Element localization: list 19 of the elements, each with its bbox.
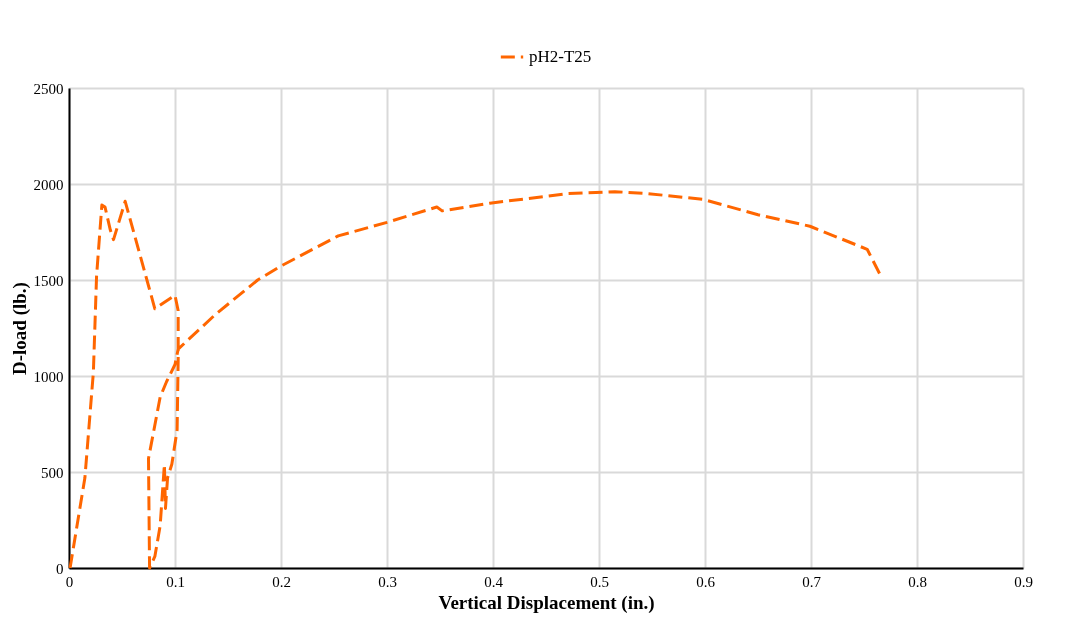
- y-tick-label: 500: [41, 464, 64, 481]
- x-tick-label: 0.5: [590, 573, 609, 590]
- x-tick-label: 0.3: [378, 573, 397, 590]
- x-tick-label: 0.6: [696, 573, 716, 590]
- x-tick-label: 0.4: [484, 573, 504, 590]
- x-tick-label: 0.9: [1014, 573, 1033, 590]
- y-tick-label: 1500: [33, 272, 64, 289]
- legend-label: pH2-T25: [529, 47, 592, 66]
- x-tick-label: 0.2: [272, 573, 291, 590]
- x-tick-label: 0.1: [166, 573, 185, 590]
- x-tick-label: 0.8: [908, 573, 927, 590]
- line-series: [68, 190, 882, 570]
- x-axis-title: Vertical Displacement (in.): [438, 591, 655, 614]
- y-tick-label: 0: [56, 560, 64, 577]
- y-tick-label: 1000: [33, 368, 64, 385]
- y-axis-title: D-load (lb.): [8, 282, 31, 375]
- x-tick-label: 0.7: [802, 573, 822, 590]
- y-tick-label: 2500: [33, 80, 64, 97]
- y-tick-label: 2000: [33, 176, 64, 193]
